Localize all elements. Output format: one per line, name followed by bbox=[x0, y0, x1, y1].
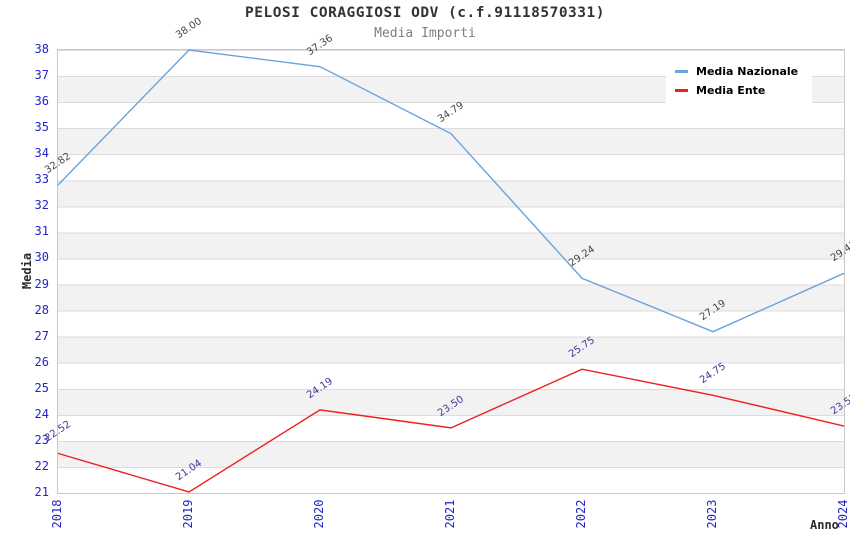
y-tick-label: 35 bbox=[34, 120, 49, 135]
legend-label: Media Ente bbox=[696, 84, 766, 97]
y-tick-label: 21 bbox=[34, 485, 49, 499]
data-point-label: 23.50 bbox=[436, 393, 466, 419]
chart-title: PELOSI CORAGGIOSI ODV (c.f.91118570331) bbox=[245, 5, 605, 21]
x-tick-label: 2019 bbox=[181, 499, 195, 529]
y-tick-label: 26 bbox=[34, 354, 49, 369]
x-tick-label: 2023 bbox=[705, 499, 719, 529]
y-tick-label: 32 bbox=[34, 198, 49, 213]
data-point-label: 27.19 bbox=[698, 297, 728, 323]
y-tick-label: 33 bbox=[34, 172, 49, 187]
x-tick-label: 2022 bbox=[574, 499, 588, 529]
y-tick-label: 23 bbox=[34, 432, 49, 447]
data-point-label: 25.75 bbox=[567, 335, 597, 361]
data-point-label: 29.43 bbox=[829, 239, 850, 265]
x-tick-label: 2020 bbox=[312, 499, 326, 529]
y-tick-label: 38 bbox=[34, 42, 49, 56]
y-tick-label: 34 bbox=[34, 146, 49, 161]
y-tick-label: 25 bbox=[34, 380, 49, 395]
legend-swatch bbox=[675, 70, 688, 73]
series-line bbox=[57, 49, 845, 333]
y-tick-label: 36 bbox=[34, 94, 49, 109]
y-tick-label: 31 bbox=[34, 224, 49, 239]
plot-area: 32.82 38.00 37.36 34.79 29.24 27.19 29.43 22.52… bbox=[43, 16, 850, 494]
y-tick-label: 28 bbox=[34, 302, 49, 317]
data-point-label: 24.75 bbox=[698, 361, 728, 387]
y-tick-label: 24 bbox=[34, 406, 49, 421]
y-tick-label: 29 bbox=[34, 276, 49, 291]
x-tick-label: 2018 bbox=[50, 499, 64, 529]
point-labels-layer: 32.82 38.00 37.36 34.79 29.24 27.19 29.43 22.52… bbox=[43, 16, 850, 493]
legend-label: Media Nazionale bbox=[696, 65, 799, 78]
y-tick-label: 27 bbox=[34, 328, 49, 343]
legend-swatch bbox=[675, 89, 688, 92]
series-line bbox=[57, 368, 845, 493]
y-tick-label: 30 bbox=[34, 250, 49, 265]
y-tick-label: 22 bbox=[34, 458, 49, 473]
data-point-label: 24.19 bbox=[305, 375, 335, 401]
legend: Media Nazionale Media Ente bbox=[666, 56, 812, 106]
legend-item: Media Nazionale bbox=[666, 62, 812, 81]
y-tick-label: 37 bbox=[34, 68, 49, 83]
data-point-label: 23.57 bbox=[829, 391, 850, 418]
x-axis-title: Anno bbox=[810, 518, 839, 532]
line-series-svg bbox=[57, 49, 845, 493]
data-point-label: 34.79 bbox=[436, 99, 466, 125]
data-point-label: 29.24 bbox=[567, 244, 597, 270]
chart-subtitle: Media Importi bbox=[374, 26, 476, 41]
legend-item: Media Ente bbox=[666, 81, 812, 100]
x-tick-label: 2021 bbox=[443, 499, 457, 529]
data-point-label: 21.04 bbox=[174, 457, 204, 484]
